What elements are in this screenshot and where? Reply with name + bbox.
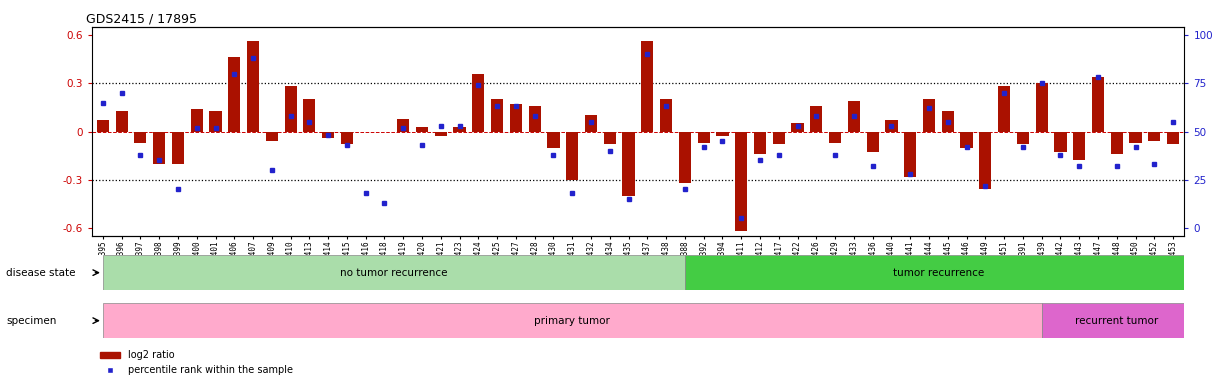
Bar [172,131,184,164]
Bar [773,131,785,144]
Bar [322,131,335,138]
Bar [1073,131,1085,161]
Bar [811,106,823,131]
Bar [284,86,297,131]
Text: no tumor recurrence: no tumor recurrence [341,268,448,278]
Bar [585,116,597,131]
Bar [641,41,653,131]
Bar [303,99,315,131]
Bar [397,119,409,131]
Text: recurrent tumor: recurrent tumor [1076,316,1159,326]
Bar [979,131,991,189]
Bar [103,303,1042,338]
Text: GDS2415 / 17895: GDS2415 / 17895 [87,13,197,26]
Bar [453,127,465,131]
Bar [134,131,147,143]
Bar [961,131,973,147]
Bar [1129,131,1142,143]
Bar [190,109,203,131]
Bar [1035,83,1048,131]
Bar [735,131,747,231]
Bar [510,104,523,131]
Text: tumor recurrence: tumor recurrence [893,268,984,278]
Bar [998,86,1010,131]
Bar [685,255,1192,290]
Bar [116,111,128,131]
Bar [941,111,954,131]
Bar [847,101,860,131]
Bar [547,131,559,147]
Bar [1167,131,1179,144]
Bar [603,131,615,144]
Bar [1055,131,1067,152]
Bar [153,131,165,164]
Bar [1017,131,1029,144]
Bar [473,74,485,131]
Bar [1042,303,1192,338]
Text: disease state: disease state [6,268,76,278]
Bar [96,120,109,131]
Bar [717,131,729,136]
Bar [904,131,916,177]
Bar [1148,131,1160,141]
Legend: log2 ratio, percentile rank within the sample: log2 ratio, percentile rank within the s… [96,346,297,379]
Bar [1111,131,1123,154]
Bar [491,99,503,131]
Bar [697,131,709,143]
Bar [435,131,447,136]
Bar [567,131,579,180]
Bar [209,111,221,131]
Bar [623,131,635,196]
Bar [791,124,803,131]
Bar [661,99,673,131]
Bar [247,41,259,131]
Text: specimen: specimen [6,316,56,326]
Bar [923,99,935,131]
Bar [416,127,429,131]
Bar [829,131,841,143]
Bar [753,131,766,154]
Bar [103,255,685,290]
Bar [1092,77,1104,131]
Bar [679,131,691,183]
Bar [885,120,897,131]
Bar [529,106,541,131]
Bar [266,131,278,141]
Bar [228,58,241,131]
Bar [341,131,353,144]
Text: primary tumor: primary tumor [535,316,610,326]
Bar [867,131,879,152]
